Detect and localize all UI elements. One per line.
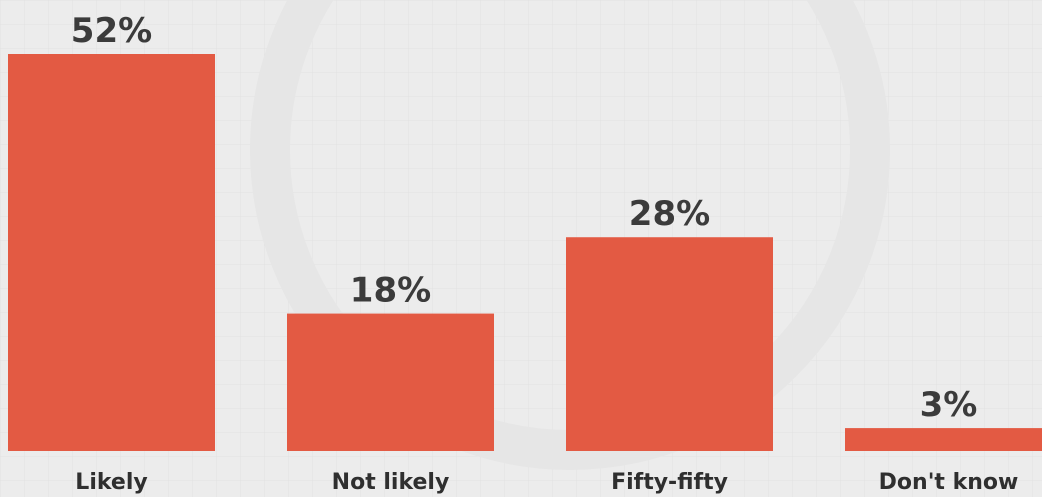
data-label: 18%	[350, 271, 431, 311]
category-label: Don't know	[879, 470, 1019, 495]
bar-don-t-know	[845, 428, 1042, 451]
category-label: Fifty-fifty	[611, 470, 728, 495]
bar-fifty-fifty	[566, 237, 773, 451]
data-label: 52%	[71, 11, 152, 51]
category-label: Not likely	[332, 470, 450, 495]
data-label: 28%	[629, 194, 710, 234]
data-label: 3%	[920, 385, 978, 425]
bar-likely	[8, 54, 215, 451]
category-label: Likely	[75, 470, 147, 495]
bar-not-likely	[287, 313, 494, 451]
